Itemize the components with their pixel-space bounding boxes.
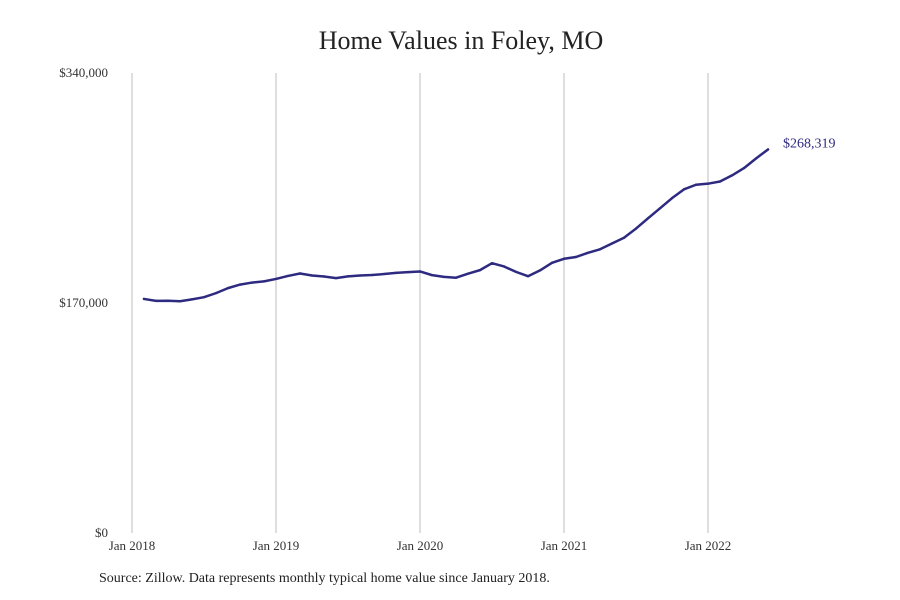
data-point	[574, 255, 578, 259]
data-point	[454, 276, 458, 279]
data-point	[562, 257, 566, 260]
data-point	[370, 273, 374, 277]
data-point	[538, 269, 542, 272]
data-point	[298, 272, 302, 275]
data-point	[718, 180, 722, 183]
series-area	[142, 148, 770, 303]
x-axis: Jan 2018 Jan 2019 Jan 2020 Jan 2021 Jan 2022	[109, 538, 732, 553]
data-point	[670, 196, 674, 200]
data-point	[418, 270, 422, 273]
data-point	[766, 148, 770, 151]
x-tick-label: Jan 2019	[253, 538, 300, 553]
source-note: Source: Zillow. Data represents monthly …	[99, 571, 550, 586]
data-point	[742, 166, 746, 170]
data-point	[610, 242, 614, 245]
data-point	[514, 270, 518, 274]
y-axis: $0 $170,000 $340,000	[59, 65, 108, 540]
data-point	[202, 295, 206, 299]
data-point	[634, 227, 638, 230]
data-point	[526, 275, 530, 278]
data-point	[406, 270, 410, 274]
gridlines	[131, 73, 709, 533]
data-point	[226, 286, 230, 290]
data-point	[490, 262, 494, 265]
y-tick-label: $340,000	[59, 65, 108, 80]
data-point	[658, 207, 662, 210]
data-point	[598, 248, 602, 251]
data-point	[646, 217, 650, 220]
data-point	[250, 281, 254, 284]
data-point	[178, 300, 182, 303]
end-value-label: $268,319	[783, 136, 836, 151]
data-point	[622, 236, 626, 239]
data-point	[334, 276, 338, 280]
data-point	[238, 283, 242, 286]
data-point	[154, 299, 158, 303]
x-tick-label: Jan 2018	[109, 538, 156, 553]
data-point	[214, 291, 218, 295]
x-tick-label: Jan 2021	[541, 538, 588, 553]
data-point	[382, 272, 386, 276]
data-point	[142, 297, 146, 301]
data-point	[478, 268, 482, 272]
data-point	[442, 275, 446, 279]
data-point	[346, 275, 350, 278]
data-point	[394, 271, 398, 275]
data-point	[466, 272, 470, 275]
data-point	[430, 273, 434, 277]
data-point	[682, 188, 686, 191]
data-point	[754, 157, 758, 160]
data-point	[706, 182, 710, 185]
data-point	[322, 275, 326, 278]
x-tick-label: Jan 2022	[685, 538, 732, 553]
data-point	[694, 183, 698, 186]
chart-title: Home Values in Foley, MO	[318, 26, 604, 55]
y-tick-label: $170,000	[59, 295, 108, 310]
y-tick-label: $0	[95, 525, 108, 540]
data-point	[502, 265, 506, 268]
data-point	[358, 274, 362, 277]
data-point	[286, 274, 290, 278]
data-point	[586, 251, 590, 255]
data-point	[730, 174, 734, 177]
data-point	[166, 299, 170, 302]
data-point	[262, 280, 266, 283]
data-point	[190, 298, 194, 301]
data-point	[310, 274, 314, 277]
data-point	[550, 261, 554, 265]
data-point	[274, 277, 278, 281]
x-tick-label: Jan 2020	[397, 538, 444, 553]
